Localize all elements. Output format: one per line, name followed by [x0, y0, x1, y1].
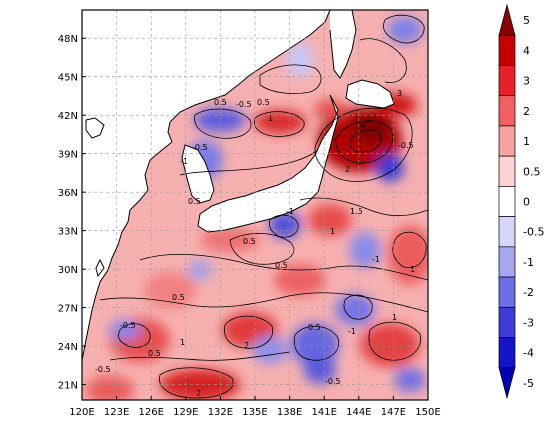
- contour-label: -0.5: [325, 377, 341, 386]
- contour-label: 1.5: [350, 207, 363, 216]
- colorbar-segment: [498, 276, 516, 308]
- contour-label: -0.5: [120, 321, 136, 330]
- contour-label: 2: [196, 389, 201, 398]
- colorbar: 5 4 3 2 1 0.5 0 -0.5 -1 -2 -3 -4 -5: [498, 3, 544, 400]
- lon-tick-label: 120E: [69, 407, 94, 418]
- contour-label: -1: [180, 157, 188, 166]
- lon-tick-label: 144E: [346, 407, 371, 418]
- contour-label: 1: [392, 313, 397, 322]
- anomaly-field: 0.5 -0.5 0.5 1 -0.5 -1 0.5 4 3 2 -0.5 1.…: [82, 10, 428, 400]
- lat-tick-label: 45N: [58, 73, 78, 84]
- graticule: [82, 10, 428, 400]
- lon-tick-label: 126E: [138, 407, 163, 418]
- lon-tick-label: 138E: [277, 407, 302, 418]
- lon-tick-label: 150E: [415, 407, 440, 418]
- colorbar-label: -5: [523, 377, 534, 390]
- colorbar-label: 2: [523, 105, 530, 118]
- colorbar-segment: [498, 34, 516, 66]
- colorbar-segment: [498, 65, 516, 97]
- lat-tick-label: 30N: [58, 265, 78, 276]
- colorbar-label: -2: [523, 286, 534, 299]
- contour-label: -0.5: [236, 100, 252, 109]
- contour-label: 0.5: [275, 261, 288, 270]
- colorbar-label: -0.5: [523, 226, 544, 239]
- colorbar-segment: [498, 367, 516, 400]
- colorbar-label: 3: [523, 75, 530, 88]
- lat-tick-label: 33N: [58, 227, 78, 238]
- colorbar-segment: [498, 306, 516, 338]
- colorbar-segment: [498, 216, 516, 248]
- lat-tick-label: 27N: [58, 304, 78, 315]
- contour-label: 1: [180, 338, 185, 347]
- contour-label: 1: [410, 265, 415, 274]
- contour-label: 0.5: [257, 98, 270, 107]
- contour-label: 0.5: [172, 293, 185, 302]
- contour-label: -0.5: [398, 141, 414, 150]
- colorbar-label: 0: [523, 196, 530, 209]
- lat-tick-label: 39N: [58, 150, 78, 161]
- contour-label: 0.5: [308, 323, 321, 332]
- colorbar-label: -1: [523, 256, 534, 269]
- lon-tick-label: 132E: [208, 407, 233, 418]
- colorbar-segment: [498, 125, 516, 157]
- coastlines: [82, 10, 395, 361]
- lon-tick-label: 123E: [104, 407, 129, 418]
- contour-lines: [99, 14, 428, 399]
- axis-ticks: 120E 123E 126E 129E 132E 135E 138E 141E 144E 147E…: [58, 34, 441, 418]
- colorbar-segment: [498, 337, 516, 369]
- colorbar-label: 0.5: [523, 165, 541, 178]
- colorbar-label: -4: [523, 347, 534, 360]
- lon-tick-label: 147E: [381, 407, 406, 418]
- lat-tick-label: 42N: [58, 111, 78, 122]
- contour-label: 4: [360, 121, 365, 130]
- colorbar-segment: [498, 95, 516, 127]
- contour-label: 3: [397, 89, 402, 98]
- contour-label: 1: [268, 114, 273, 123]
- colorbar-segment: [498, 186, 516, 217]
- colorbar-label: 5: [523, 14, 530, 27]
- contour-label: 0.5: [148, 349, 161, 358]
- colorbar-label: 1: [523, 135, 530, 148]
- contour-label: 0.5: [243, 237, 256, 246]
- contour-label: 1: [330, 227, 335, 236]
- colorbar-segment: [498, 246, 516, 278]
- lat-tick-label: 36N: [58, 188, 78, 199]
- colorbar-label: -3: [523, 316, 534, 329]
- contour-label: -0.5: [95, 365, 111, 374]
- contour-label: -1: [286, 207, 294, 216]
- colorbar-label: 4: [523, 44, 530, 57]
- contour-label: -1: [372, 255, 380, 264]
- contour-label: 0.5: [188, 197, 201, 206]
- colorbar-segment: [498, 3, 516, 36]
- contour-label: -0.5: [192, 143, 208, 152]
- lon-tick-label: 141E: [311, 407, 336, 418]
- contour-label: 2: [244, 341, 249, 350]
- lat-tick-label: 48N: [58, 34, 78, 45]
- contour-label: -1: [348, 327, 356, 336]
- lon-tick-label: 135E: [242, 407, 267, 418]
- contour-label: 2: [345, 165, 350, 174]
- lat-tick-label: 21N: [58, 381, 78, 392]
- colorbar-segment: [498, 155, 516, 187]
- lon-tick-label: 129E: [173, 407, 198, 418]
- lat-tick-label: 24N: [58, 342, 78, 353]
